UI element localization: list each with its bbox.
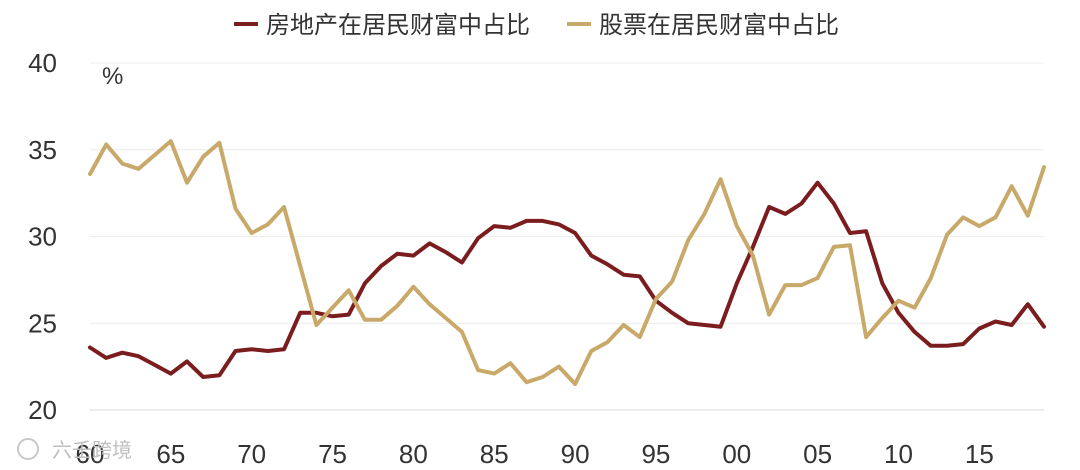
- legend: 房地产在居民财富中占比 股票在居民财富中占比: [234, 11, 839, 39]
- watermark-text: 六壬跨境: [52, 438, 132, 462]
- y-axis: 20 25 30 35 40: [28, 48, 57, 425]
- y-tick-label: 25: [28, 308, 57, 338]
- y-tick-label: 20: [28, 395, 57, 425]
- x-tick-label: 90: [561, 439, 590, 469]
- watermark: 六壬跨境: [17, 438, 132, 462]
- legend-label-stocks: 股票在居民财富中占比: [599, 11, 839, 39]
- y-tick-label: 40: [28, 48, 57, 78]
- x-tick-label: 75: [318, 439, 347, 469]
- y-tick-label: 35: [28, 135, 57, 165]
- watermark-logo-icon: [17, 438, 39, 460]
- x-axis: 60 65 70 75 80 85 90 95 00 05 10 15: [76, 409, 1044, 469]
- x-tick-label: 80: [399, 439, 428, 469]
- series-lines: [88, 139, 1046, 386]
- x-tick-label: 65: [156, 439, 185, 469]
- x-tick-label: 95: [641, 439, 670, 469]
- legend-label-realestate: 房地产在居民财富中占比: [266, 11, 530, 39]
- x-tick-label: 70: [237, 439, 266, 469]
- series-line-0: [88, 180, 1046, 379]
- x-tick-label: 85: [480, 439, 509, 469]
- x-tick-label: 10: [884, 439, 913, 469]
- grid: [90, 62, 1044, 324]
- y-tick-label: 30: [28, 222, 57, 252]
- unit-label: %: [102, 63, 123, 90]
- series-line-1: [88, 139, 1046, 386]
- x-tick-label: 00: [722, 439, 751, 469]
- x-tick-label: 05: [803, 439, 832, 469]
- x-tick-label: 15: [965, 439, 994, 469]
- x-tick-label: 60: [76, 439, 105, 469]
